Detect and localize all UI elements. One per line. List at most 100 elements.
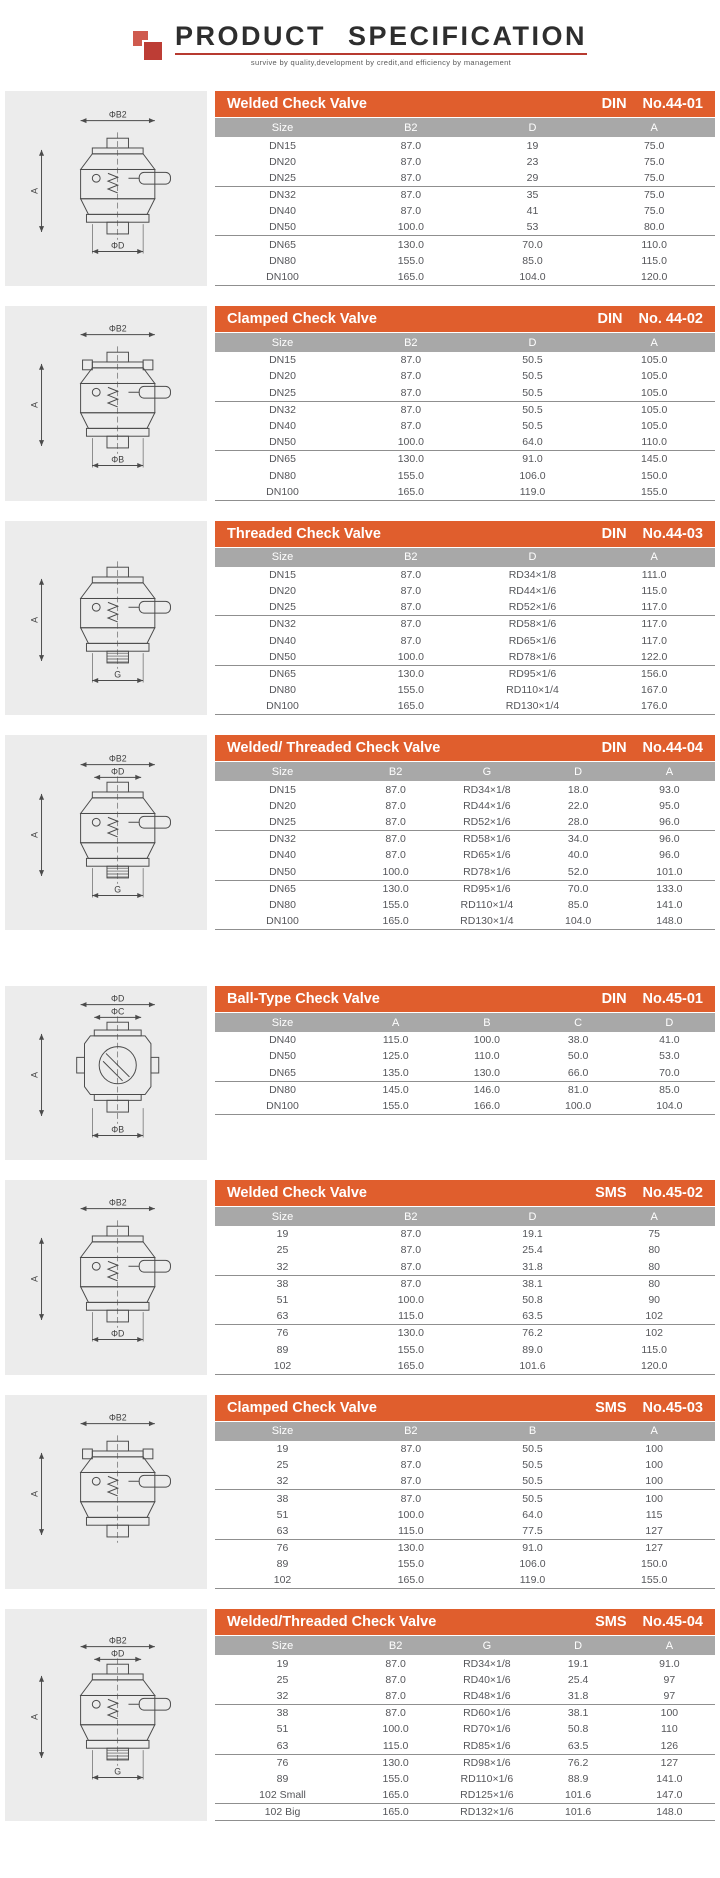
column-header: Size	[215, 1636, 350, 1656]
size-cell: 38	[276, 1707, 289, 1720]
value-cell: 76.2	[522, 1327, 543, 1340]
value-cell: 19.1	[567, 1657, 589, 1670]
value-cell: 75.0	[643, 139, 665, 152]
column-header: A	[593, 1207, 715, 1227]
column-header: A	[593, 1421, 715, 1441]
value-cell: 31.8	[532, 1687, 624, 1706]
value-cell: 110.0	[641, 238, 667, 251]
size-cell: DN80	[269, 898, 296, 911]
table-row: 63 115.0 63.5 102	[215, 1308, 715, 1326]
size-cell: 63	[215, 1522, 350, 1540]
title-block: PRODUCT SPECIFICATION survive by quality…	[174, 21, 587, 67]
size-cell: 51	[276, 1294, 289, 1307]
size-cell: DN100	[215, 698, 350, 716]
value-cell: 25.4	[522, 1244, 543, 1257]
section-code: DIN No.44-03	[602, 526, 703, 542]
value-cell: 105.0	[641, 370, 668, 383]
table-row: DN80 155.0 85.0 115.0	[215, 253, 715, 269]
spec-table: Size B2 D A 19 87.0 19.1 75 25 87.0 25.4 80 32 87.0 3…	[215, 1207, 715, 1375]
value-cell: 63.5	[471, 1308, 594, 1326]
value-cell: 130.0	[397, 1327, 424, 1340]
standard-label: DIN	[601, 740, 627, 757]
value-cell: 145.0	[382, 1083, 409, 1096]
column-header-row: Size B2 B A	[215, 1421, 715, 1441]
section-header-bar: Welded/ Threaded Check Valve DIN No.44-0…	[215, 735, 715, 762]
column-header: D	[471, 118, 594, 138]
value-cell: 29	[471, 169, 594, 187]
column-header-row: Size B2 D A	[215, 547, 715, 567]
table-row: 51 100.0 64.0 115	[215, 1507, 715, 1523]
value-cell: 165.0	[350, 483, 472, 501]
table-row: DN25 87.0 29 75.0	[215, 169, 715, 187]
value-cell: 155.0	[350, 1097, 442, 1116]
value-cell: 53	[471, 219, 594, 237]
value-cell: 120.0	[593, 1357, 715, 1375]
value-cell: 87.0	[400, 354, 422, 367]
value-cell: 87.0	[350, 1473, 472, 1491]
spec-table: Size B2 D A DN15 87.0 50.5 105.0 DN20 87.0 50.5 10…	[215, 333, 715, 501]
standard-number: No. 44-02	[638, 311, 703, 328]
value-cell: 87.0	[350, 1258, 472, 1276]
value-cell: 77.5	[471, 1522, 594, 1540]
value-cell: 91.0	[522, 1542, 543, 1555]
value-cell: 34.0	[567, 833, 589, 846]
value-cell: 50.5	[522, 419, 543, 432]
size-cell: DN65	[269, 238, 296, 251]
standard-number: No.45-01	[642, 991, 703, 1008]
spec-section: ΦB2 A ΦD Welded Check Valve SMS No.45-02 S…	[5, 1180, 715, 1375]
section-title: Welded Check Valve	[227, 1185, 367, 1202]
value-cell: 70.0	[567, 882, 589, 895]
value-cell: 96.0	[659, 849, 680, 862]
value-cell: 165.0	[350, 698, 472, 716]
table-box: Welded Check Valve DIN No.44-01 Size B2 D A…	[215, 91, 715, 287]
value-cell: 97	[663, 1673, 676, 1686]
valve-diagram: ΦB2 A ΦD	[30, 1198, 171, 1343]
value-cell: RD98×1/6	[463, 1756, 511, 1769]
section-title: Ball-Type Check Valve	[227, 991, 380, 1008]
value-cell: RD58×1/6	[463, 833, 511, 846]
dim-label: A	[30, 1072, 40, 1078]
value-cell: 148.0	[623, 1803, 715, 1822]
value-cell: 100	[645, 1459, 663, 1472]
value-cell: 35	[526, 189, 539, 202]
standard-number: No.44-01	[642, 96, 703, 113]
table-row: DN25 87.0 RD52×1/6 28.0 96.0	[215, 813, 715, 831]
table-row: 51 100.0 50.8 90	[215, 1292, 715, 1308]
section-code: DIN No.44-01	[602, 96, 703, 112]
sections-container: ΦB2 A ΦD Welded Check Valve DIN No.44-01 S…	[0, 91, 720, 1822]
logo-squares-icon	[132, 28, 165, 62]
size-cell: DN65	[215, 1064, 350, 1082]
value-cell: RD95×1/6	[463, 882, 511, 895]
value-cell: 135.0	[350, 1064, 442, 1082]
table-row: 19 87.0 19.1 75	[215, 1226, 715, 1242]
value-cell: RD65×1/6	[508, 634, 557, 647]
dim-label: ΦB	[111, 1125, 124, 1135]
dim-label: G	[114, 1767, 121, 1777]
table-row: DN32 87.0 RD58×1/6 34.0 96.0	[215, 830, 715, 847]
table-row: DN40 87.0 41 75.0	[215, 203, 715, 219]
value-cell: 100	[645, 1492, 663, 1505]
size-cell: 19	[276, 1228, 289, 1241]
value-cell: 100	[593, 1473, 715, 1491]
section-code: DIN No. 44-02	[598, 311, 703, 327]
value-cell: 165.0	[350, 268, 472, 287]
value-cell: 52.0	[532, 863, 624, 881]
dim-label: ΦB2	[109, 109, 127, 119]
value-cell: 167.0	[641, 684, 668, 697]
column-header-row: Size B2 D A	[215, 1207, 715, 1227]
table-row: DN40 87.0 RD65×1/6 40.0 96.0	[215, 847, 715, 863]
value-cell: 50.5	[522, 1459, 543, 1472]
value-cell: 87.0	[400, 1492, 422, 1505]
value-cell: 117.0	[641, 618, 667, 631]
value-cell: 176.0	[593, 698, 715, 716]
table-row: DN80 155.0 106.0 150.0	[215, 467, 715, 483]
table-row: 63 115.0 77.5 127	[215, 1522, 715, 1540]
spec-section: ΦB2 A Clamped Check Valve SMS No.45-03 Si…	[5, 1394, 715, 1590]
size-cell: DN25	[215, 813, 350, 831]
size-cell: DN65	[269, 668, 296, 681]
column-header: A	[623, 762, 715, 782]
value-cell: 64.0	[522, 1508, 543, 1521]
value-cell: 115.0	[350, 1737, 442, 1755]
page-title: PRODUCT SPECIFICATION	[174, 21, 587, 51]
